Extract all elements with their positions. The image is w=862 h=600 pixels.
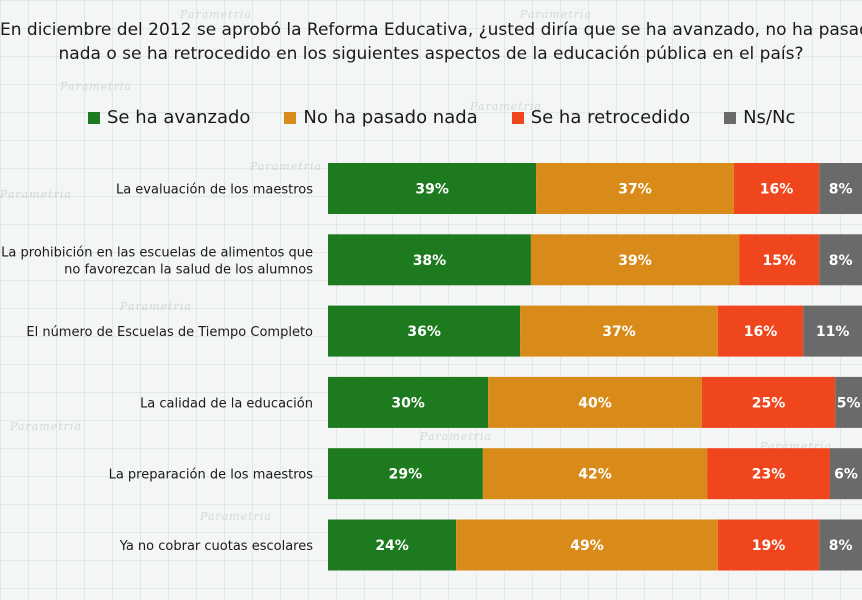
watermark-logo-text: Parametria xyxy=(470,100,542,113)
bar-value-label: 8% xyxy=(829,538,853,554)
watermark-logo-text: Parametria xyxy=(520,8,592,21)
bar-segment xyxy=(819,519,862,571)
bar-segment xyxy=(530,234,740,286)
bar-value-label: 11% xyxy=(816,324,850,340)
bar-value-label: 36% xyxy=(407,324,441,340)
watermark-logo-text: Parametria xyxy=(180,8,252,21)
chart-title-line-1: En diciembre del 2012 se aprobó la Refor… xyxy=(0,20,862,40)
bar-segment xyxy=(328,163,537,214)
bar-segment xyxy=(835,376,862,428)
bar-segment xyxy=(328,448,483,500)
bar-value-label: 23% xyxy=(752,467,786,483)
bar-value-label: 49% xyxy=(570,538,604,554)
bar-value-label: 40% xyxy=(578,395,612,411)
bar-segment xyxy=(701,376,836,428)
legend-swatch xyxy=(284,111,297,124)
bar-segment xyxy=(707,448,830,500)
category-label: La calidad de la educación xyxy=(140,396,313,411)
bar-value-label: 25% xyxy=(752,395,786,411)
legend-label: Ns/Nc xyxy=(743,107,796,128)
bar-value-label: 19% xyxy=(752,538,786,554)
bar-value-label: 37% xyxy=(618,182,652,198)
bar-value-label: 29% xyxy=(389,467,423,483)
bar-segment xyxy=(717,519,820,571)
legend-item: Se ha avanzado xyxy=(88,107,250,128)
bar-segment xyxy=(536,163,734,214)
bar-segment xyxy=(717,305,804,357)
watermark-logo-text: Parametria xyxy=(200,510,272,523)
bar-segment xyxy=(739,234,820,286)
bar-value-label: 42% xyxy=(578,467,612,483)
chart-title-line-2: nada o se ha retrocedido en los siguient… xyxy=(58,44,804,64)
bar-value-label: 8% xyxy=(829,253,853,269)
bar-value-label: 16% xyxy=(760,182,794,198)
legend-label: Se ha avanzado xyxy=(107,107,251,128)
bar-segment xyxy=(819,234,862,286)
legend-swatch xyxy=(511,111,524,124)
category-label: El número de Escuelas de Tiempo Completo xyxy=(26,325,313,340)
category-label: La evaluación de los maestros xyxy=(116,183,313,198)
watermark-logo-text: Parametria xyxy=(250,160,322,173)
bar-value-label: 6% xyxy=(834,467,858,483)
bar-value-label: 24% xyxy=(375,538,409,554)
watermark-logo-text: Parametria xyxy=(10,420,82,433)
bar-value-label: 39% xyxy=(415,182,449,198)
watermark-logo-text: Parametria xyxy=(120,300,192,313)
chart-legend: Se ha avanzado No ha pasado nada Se ha ret… xyxy=(88,107,795,128)
bar-value-label: 16% xyxy=(744,324,778,340)
bar-segment xyxy=(803,305,862,357)
watermark-logo-text: Parametria xyxy=(0,188,72,201)
bar-segment xyxy=(328,376,489,428)
bar-value-label: 39% xyxy=(618,253,652,269)
legend-item: Se ha retrocedido xyxy=(511,107,691,128)
legend-label: Se ha retrocedido xyxy=(530,107,691,128)
chart-title: En diciembre del 2012 se aprobó la Refor… xyxy=(0,18,862,66)
bar-segment xyxy=(819,163,862,214)
bar-segment xyxy=(328,234,531,286)
watermark-logo-text: Parametria xyxy=(420,430,492,443)
bar-value-label: 5% xyxy=(837,395,861,411)
bar-value-label: 30% xyxy=(391,395,425,411)
bar-segment xyxy=(829,448,862,500)
bar-segment xyxy=(482,448,708,500)
bar-segment xyxy=(456,519,718,571)
bar-value-label: 8% xyxy=(829,182,853,198)
bar-segment xyxy=(328,519,457,571)
bar-value-label: 38% xyxy=(413,253,447,269)
category-label: La preparación de los maestros xyxy=(109,468,314,483)
legend-swatch xyxy=(88,111,100,124)
legend-item: Ns/Nc xyxy=(724,107,795,128)
legend-label: No ha pasado nada xyxy=(303,107,478,128)
watermark-logo-text: Parametria xyxy=(60,80,132,93)
bar-value-label: 15% xyxy=(762,253,796,269)
legend-swatch xyxy=(724,111,737,124)
legend-item: No ha pasado nada xyxy=(284,107,478,128)
bar-segment xyxy=(520,305,718,357)
bar-segment xyxy=(488,376,702,428)
category-label: La prohibición en las escuelas de alimen… xyxy=(1,245,313,277)
bar-segment xyxy=(733,163,820,214)
bar-segment xyxy=(328,305,521,357)
bar-value-label: 37% xyxy=(602,324,636,340)
category-label: Ya no cobrar cuotas escolares xyxy=(119,539,314,554)
